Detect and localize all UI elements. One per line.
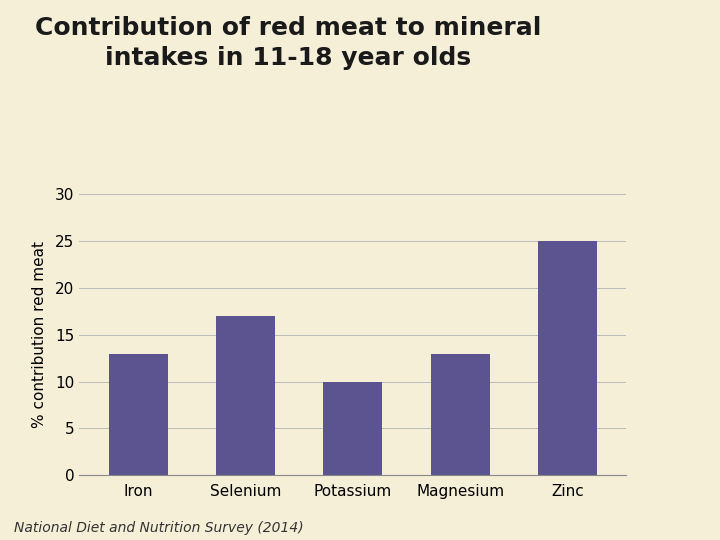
Bar	[216, 316, 275, 475]
Bar	[323, 382, 382, 475]
Text: Contribution of red meat to mineral
intakes in 11-18 year olds: Contribution of red meat to mineral inta…	[35, 16, 541, 70]
Bar	[431, 354, 490, 475]
Bar	[109, 354, 168, 475]
Text: National Diet and Nutrition Survey (2014): National Diet and Nutrition Survey (2014…	[14, 521, 304, 535]
Y-axis label: % contribution red meat: % contribution red meat	[32, 241, 47, 428]
Bar	[538, 241, 597, 475]
